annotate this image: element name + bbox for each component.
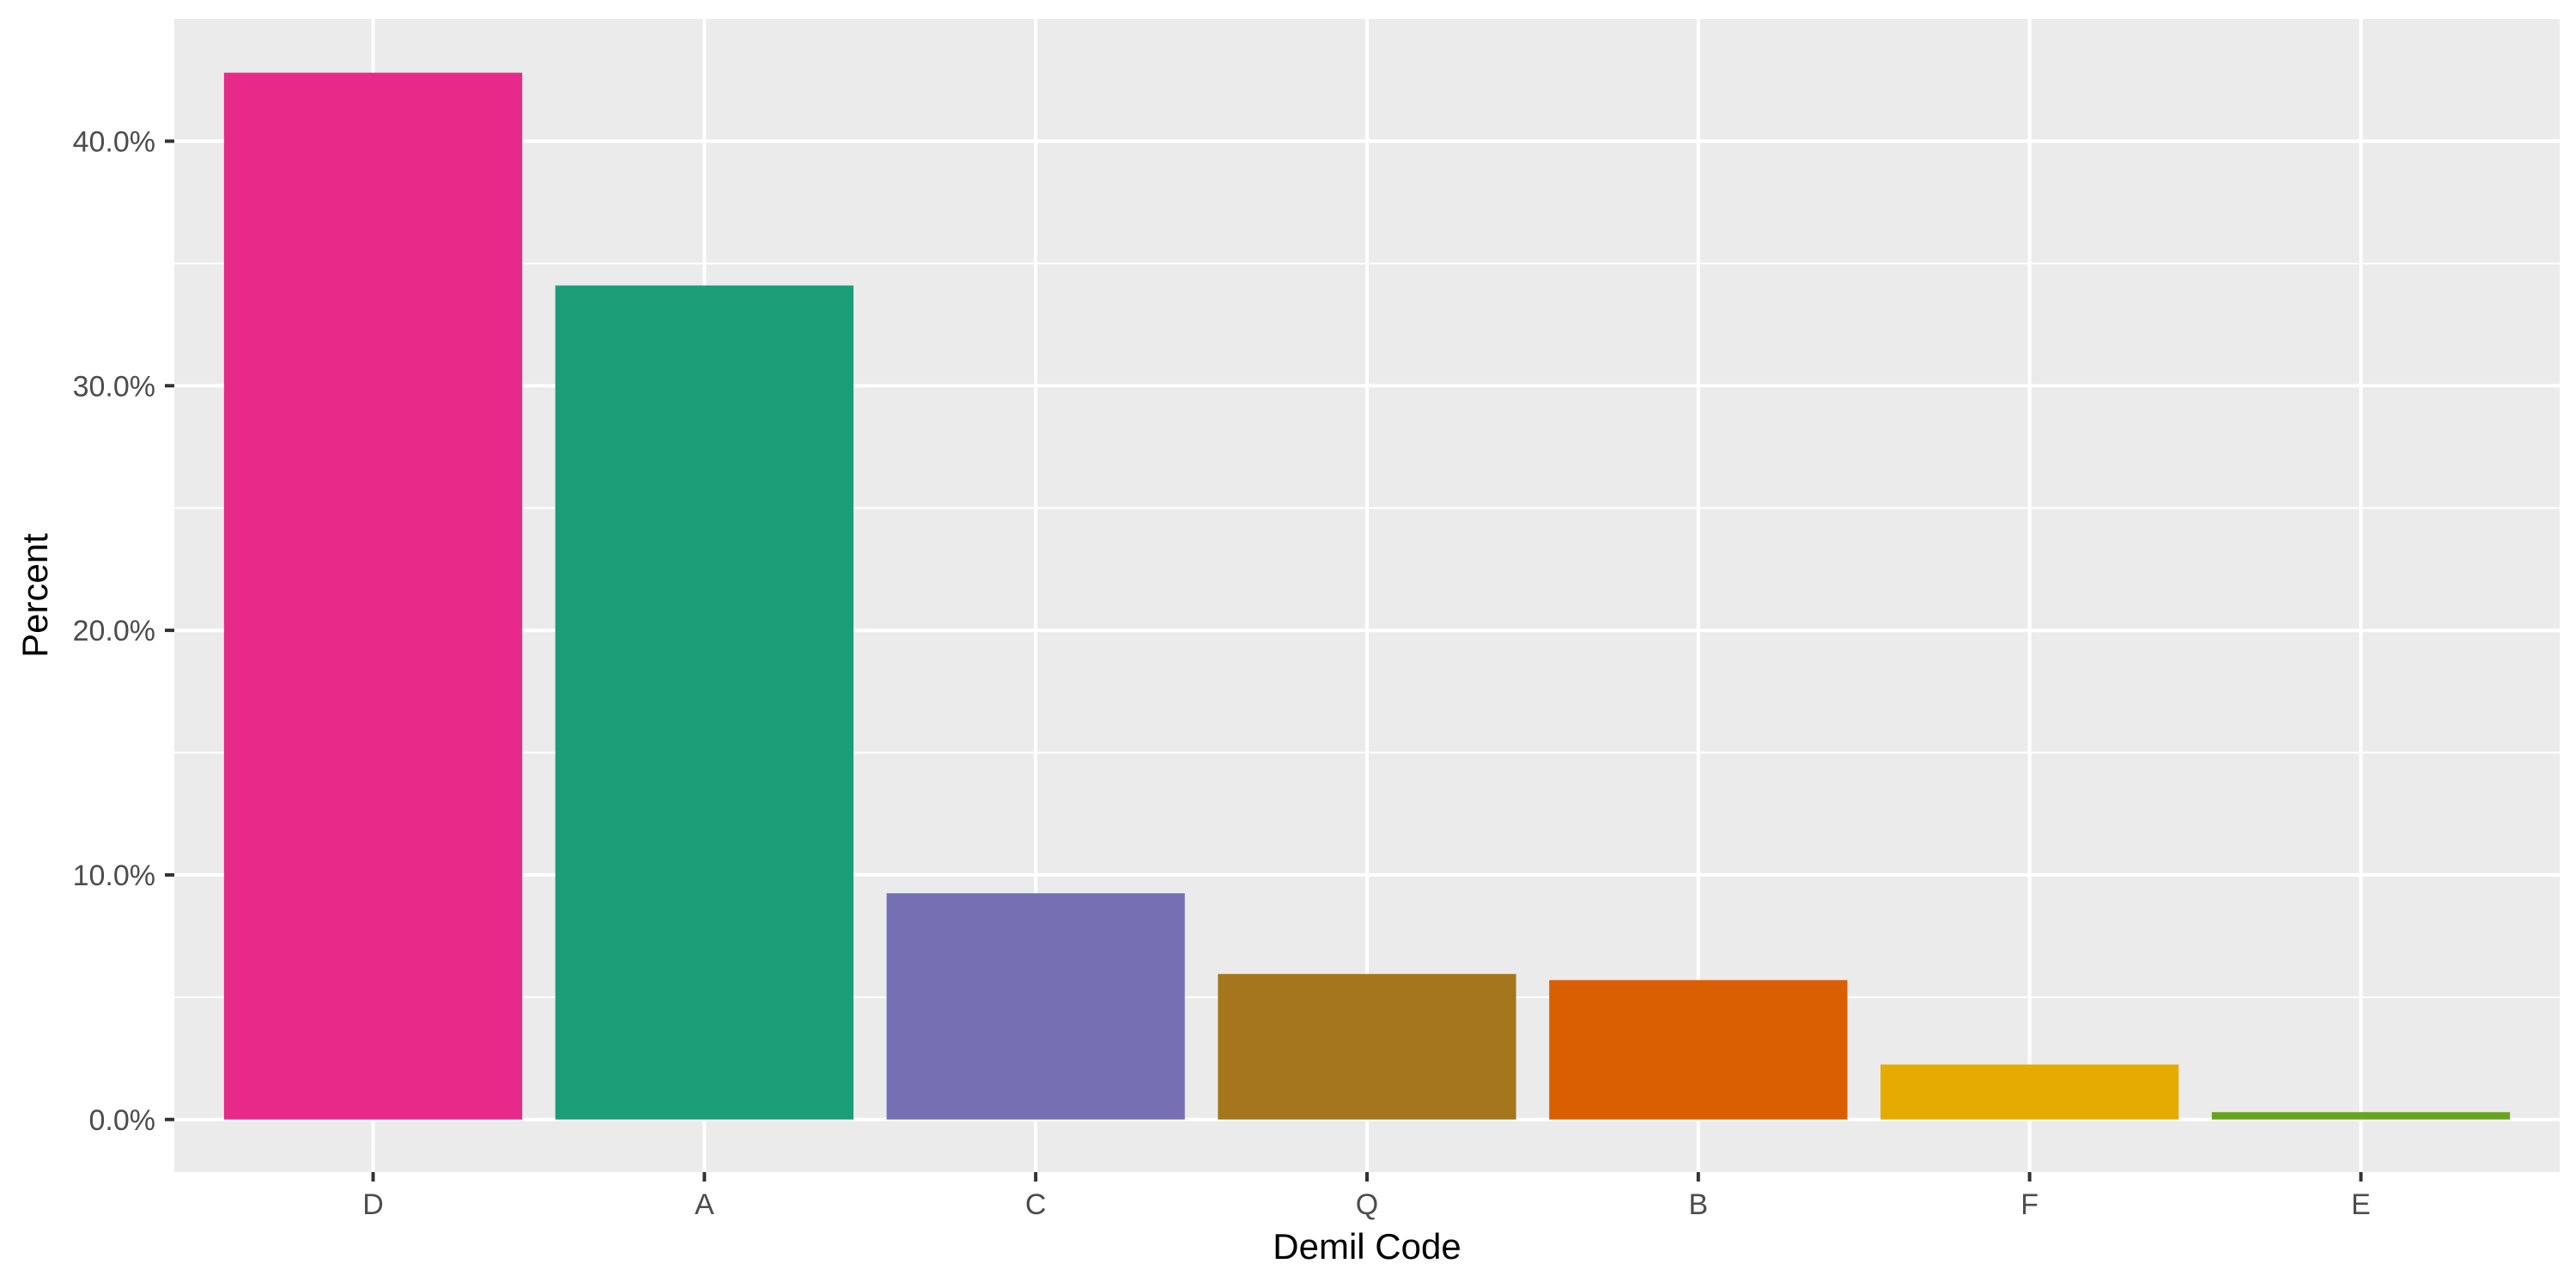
y-tick-label: 40.0% <box>73 125 155 158</box>
bar-q <box>1218 974 1516 1120</box>
bar-c <box>886 893 1185 1120</box>
x-tick-label: D <box>362 1188 384 1221</box>
bar-series <box>223 72 2511 1120</box>
bar-e <box>2211 1112 2511 1120</box>
bar-d <box>223 72 523 1120</box>
y-tick-label: 0.0% <box>89 1104 156 1137</box>
x-tick-label: E <box>2351 1188 2371 1221</box>
x-tick-label: C <box>1025 1188 1047 1221</box>
x-tick-label: B <box>1688 1188 1708 1221</box>
x-tick-label: A <box>695 1188 714 1221</box>
y-tick-label: 20.0% <box>73 615 155 647</box>
y-axis-title: Percent <box>15 533 55 658</box>
x-tick-label: Q <box>1356 1188 1378 1221</box>
bar-b <box>1549 980 1848 1120</box>
x-tick-label: F <box>2020 1188 2038 1221</box>
y-tick-label: 10.0% <box>73 860 155 892</box>
y-tick-label: 30.0% <box>73 370 155 403</box>
bar-f <box>1880 1064 2179 1120</box>
y-axis: 0.0% 10.0% 20.0% 30.0% 40.0% <box>73 125 174 1137</box>
x-axis-title: Demil Code <box>1273 1226 1461 1267</box>
bar-a <box>555 285 854 1120</box>
